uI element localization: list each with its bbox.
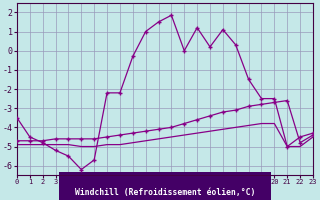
X-axis label: Windchill (Refroidissement éolien,°C): Windchill (Refroidissement éolien,°C) (75, 188, 255, 197)
